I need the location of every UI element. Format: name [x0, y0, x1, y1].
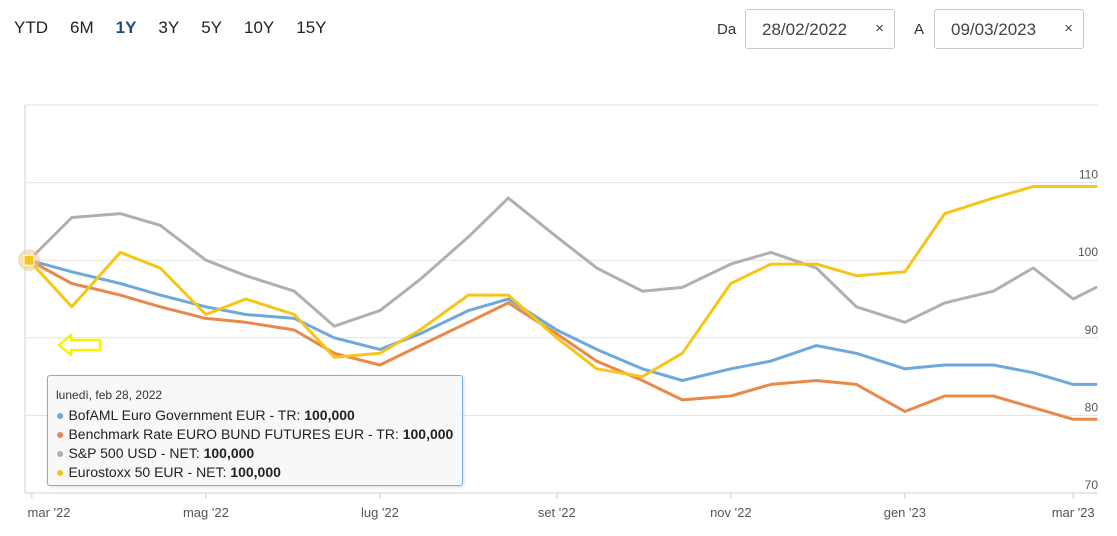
y-tick-label: 110: [1079, 168, 1098, 182]
x-tick-label: mar '23: [1052, 505, 1095, 520]
x-tick-label: set '22: [538, 505, 576, 520]
tooltip-row: ● S&P 500 USD - NET: 100,000: [56, 445, 255, 461]
series-line: [27, 258, 1098, 386]
tooltip-series-value: 100,000: [304, 407, 355, 423]
date-to-label: A: [914, 21, 925, 38]
range-button-5y[interactable]: 5Y: [201, 18, 223, 37]
series-line: [27, 185, 1098, 379]
tooltip-row: ● Benchmark Rate EURO BUND FUTURES EUR - …: [56, 426, 454, 442]
x-tick-label: lug '22: [361, 505, 399, 520]
y-tick-label: 90: [1085, 323, 1099, 337]
y-tick-label: 70: [1085, 478, 1099, 492]
tooltip-series-value: 100,000: [230, 464, 281, 480]
range-button-15y[interactable]: 15Y: [296, 18, 327, 37]
range-button-1y[interactable]: 1Y: [115, 18, 137, 37]
chart-tooltip: lunedì, feb 28, 2022 ● BofAML Euro Govern…: [47, 375, 463, 486]
x-tick-label: mag '22: [183, 505, 229, 520]
range-button-3y[interactable]: 3Y: [158, 18, 180, 37]
date-to-clear-button[interactable]: ×: [1064, 20, 1073, 37]
y-tick-label: 100: [1078, 245, 1098, 259]
y-tick-label: 80: [1085, 400, 1099, 414]
date-from-value[interactable]: 28/02/2022: [762, 20, 848, 39]
date-from-clear-button[interactable]: ×: [875, 20, 884, 37]
tooltip-series-value: 100,000: [203, 445, 255, 461]
hover-marker-icon: [23, 254, 35, 266]
x-tick-label: gen '23: [884, 505, 926, 520]
x-tick-label: mar '22: [28, 505, 71, 520]
tooltip-series-value: 100,000: [402, 426, 454, 442]
tooltip-row: ● Eurostoxx 50 EUR - NET: 100,000: [56, 464, 281, 480]
series-line: [27, 196, 1098, 328]
date-to-field[interactable]: 09/03/2023 ×: [934, 9, 1084, 49]
range-button-10y[interactable]: 10Y: [244, 18, 275, 37]
tooltip-header: lunedì, feb 28, 2022: [56, 388, 163, 402]
date-from-label: Da: [717, 21, 737, 38]
tooltip-series-name: Benchmark Rate EURO BUND FUTURES EUR - T…: [68, 426, 395, 442]
series-dot-icon: ●: [56, 407, 65, 423]
tooltip-series-name: BofAML Euro Government EUR - TR: [68, 407, 297, 423]
range-button-6m[interactable]: 6M: [70, 18, 94, 37]
range-button-ytd[interactable]: YTD: [14, 18, 48, 37]
date-from-field[interactable]: 28/02/2022 ×: [745, 9, 895, 49]
date-to-value[interactable]: 09/03/2023: [951, 20, 1037, 39]
tooltip-row: ● BofAML Euro Government EUR - TR: 100,00…: [56, 407, 355, 423]
tooltip-series-name: Eurostoxx 50 EUR - NET: [68, 464, 223, 480]
series-line: [27, 258, 1098, 421]
series-dot-icon: ●: [56, 464, 65, 480]
tooltip-series-name: S&P 500 USD - NET: [68, 445, 196, 461]
series-dot-icon: ●: [56, 445, 65, 461]
x-tick-label: nov '22: [710, 505, 752, 520]
range-selector: YTD 6M 1Y 3Y 5Y 10Y 15Y: [14, 18, 349, 38]
left-arrow-icon: [57, 333, 102, 357]
series-dot-icon: ●: [56, 426, 65, 442]
